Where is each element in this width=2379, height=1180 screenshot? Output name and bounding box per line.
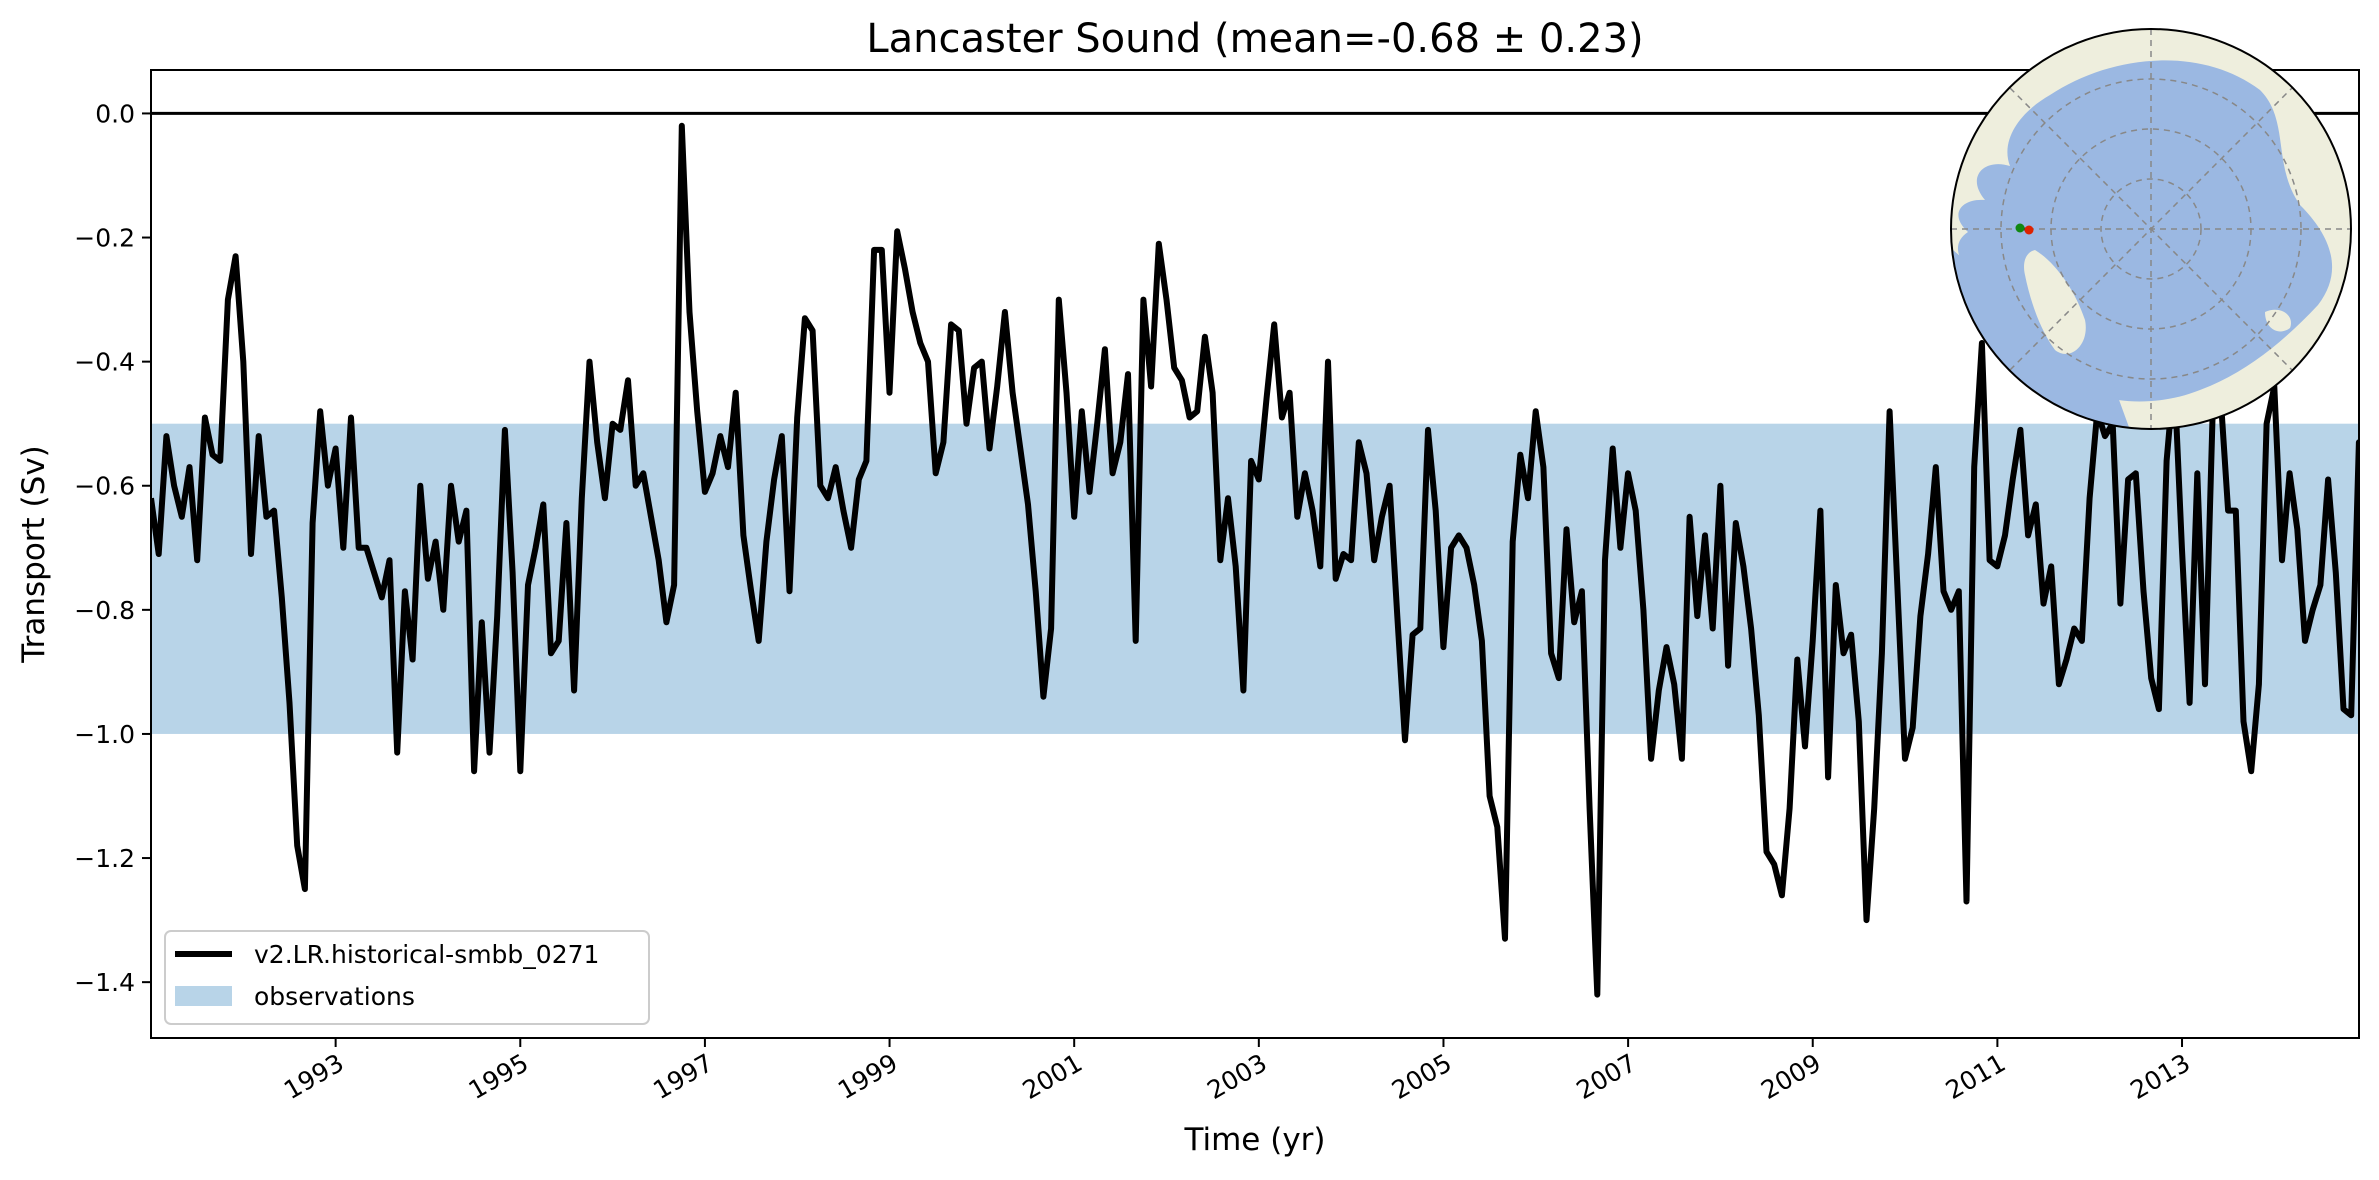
map-svalbard: [2265, 309, 2291, 332]
legend: v2.LR.historical-smbb_0271 observations: [164, 930, 650, 1025]
map-greenland: [2024, 250, 2086, 354]
y-tick-label: −1.4: [74, 968, 135, 997]
x-tick-label: 1999: [833, 1048, 903, 1105]
legend-label-observations: observations: [254, 982, 415, 1011]
chart-title: Lancaster Sound (mean=-0.68 ± 0.23): [866, 16, 1643, 62]
x-tick-label: 1993: [279, 1048, 349, 1105]
plot-frame: [150, 69, 2360, 1039]
y-tick-label: −1.2: [74, 844, 135, 873]
legend-patch-swatch: [175, 986, 232, 1006]
legend-label-series: v2.LR.historical-smbb_0271: [254, 940, 599, 969]
y-tick-label: −0.4: [74, 348, 135, 377]
legend-box: [164, 930, 650, 1025]
y-tick-label: −1.0: [74, 720, 135, 749]
y-tick-label: 0.0: [95, 99, 135, 128]
x-tick-label: 2013: [2125, 1048, 2195, 1105]
map-marker-red: [2024, 225, 2034, 235]
x-tick-label: 2007: [1572, 1048, 1642, 1105]
x-tick-label: 2005: [1387, 1048, 1457, 1105]
inset-map: [1950, 28, 2352, 430]
y-tick-label: −0.8: [74, 596, 135, 625]
x-axis-label: Time (yr): [1184, 1122, 1326, 1158]
map-marker-green: [2015, 223, 2025, 233]
x-tick-label: 2009: [1756, 1048, 1826, 1105]
x-tick-label: 2011: [1941, 1048, 2011, 1105]
y-axis: 0.0 −0.2 −0.4 −0.6 −0.8 −1.0 −1.2 −1.4: [74, 99, 151, 997]
map-graticule: [1951, 29, 2351, 429]
map-border: [1950, 28, 2352, 430]
x-tick-label: 2003: [1202, 1048, 1272, 1105]
x-tick-label: 2001: [1018, 1048, 1088, 1105]
x-tick-label: 1995: [464, 1048, 534, 1105]
x-tick-label: 1997: [648, 1048, 718, 1105]
x-axis: 1993 1995 1997 1999 2001 2003 2005 2007 2009 2011…: [279, 1038, 2195, 1105]
y-tick-label: −0.2: [74, 224, 135, 253]
series-line-historical: [151, 122, 2359, 998]
y-tick-label: −0.6: [74, 472, 135, 501]
y-axis-label: Transport (Sv): [16, 445, 52, 664]
